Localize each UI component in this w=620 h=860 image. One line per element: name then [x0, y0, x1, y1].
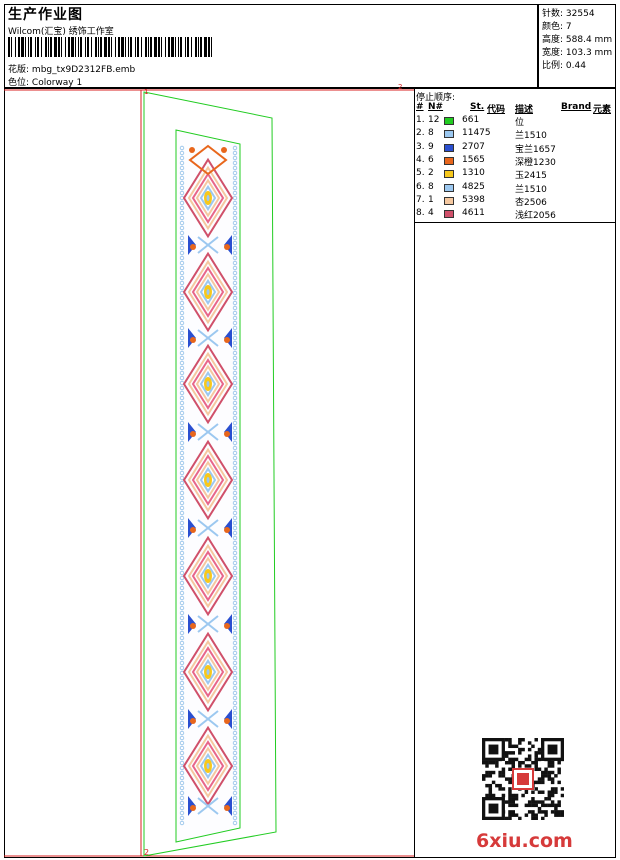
row-number: 12	[428, 115, 440, 125]
col-brand-header: Brand	[561, 102, 592, 112]
stat-colors: 颜色: 7	[542, 22, 572, 32]
stop-sequence-panel	[414, 88, 616, 858]
row-color-swatch	[444, 156, 454, 165]
row-description: 兰1510	[515, 131, 547, 142]
row-color-swatch	[444, 183, 454, 192]
design-label: 花版:	[8, 65, 30, 75]
row-stitches: 4825	[462, 181, 485, 192]
row-color-swatch	[444, 210, 454, 219]
col-stitches-header: St.	[470, 102, 485, 112]
row-description: 玉2415	[515, 171, 547, 182]
row-stitches: 5398	[462, 194, 485, 205]
embroidery-preview	[4, 89, 415, 857]
row-stitches: 11475	[462, 128, 491, 139]
subtitle: Wilcom(汇宝) 绣饰工作室	[8, 27, 114, 37]
row-description: 宝兰1657	[515, 144, 556, 155]
stat-scale: 比例: 0.44	[542, 61, 586, 71]
stat-width: 宽度: 103.3 mm	[542, 48, 613, 58]
row-stitches: 1565	[462, 154, 485, 165]
colorway-label: 色位:	[8, 78, 30, 88]
col-element-header: 元素	[593, 105, 612, 115]
col-index-header: #	[416, 102, 424, 112]
row-color-swatch	[444, 117, 454, 125]
marker-right: 2	[398, 83, 403, 91]
row-index: 5.	[416, 168, 425, 179]
row-index: 8.	[416, 208, 425, 219]
design-value: mbg_tx9D2312FB.emb	[31, 65, 136, 75]
colorway-line: 色位: Colorway 1	[8, 75, 82, 88]
row-description: 深橙1230	[515, 157, 556, 168]
marker-top: 1	[144, 88, 149, 96]
row-stitches: 661	[462, 115, 480, 125]
barcode-icon	[8, 37, 212, 57]
stats-box	[538, 4, 616, 88]
col-code-header: 代码	[487, 105, 506, 115]
row-description: 浅红2056	[515, 211, 556, 222]
row-number: 8	[428, 181, 434, 192]
row-color-swatch	[444, 196, 454, 205]
row-index: 4.	[416, 154, 425, 165]
stop-sequence-title: 停止顺序:	[416, 93, 456, 103]
colorway-value: Colorway 1	[31, 78, 83, 88]
qr-code-icon	[482, 738, 564, 820]
row-number: 6	[428, 154, 434, 165]
stat-height: 高度: 588.4 mm	[542, 35, 613, 45]
row-stitches: 1310	[462, 168, 485, 179]
panel-divider	[414, 222, 616, 223]
page-title: 生产作业图	[8, 7, 83, 23]
row-number: 2	[428, 168, 434, 179]
site-logo: 6xiu.com	[476, 830, 573, 852]
row-description: 兰1510	[515, 184, 547, 195]
row-description: 杏2506	[515, 197, 547, 208]
row-color-swatch	[444, 170, 454, 179]
stat-stitches: 针数: 32554	[542, 9, 595, 19]
row-index: 3.	[416, 141, 425, 152]
row-index: 6.	[416, 181, 425, 192]
row-index: 2.	[416, 128, 425, 139]
row-color-swatch	[444, 143, 454, 152]
row-number: 8	[428, 128, 434, 139]
row-number: 1	[428, 194, 434, 205]
row-stitches: 2707	[462, 141, 485, 152]
marker-bottom: 2	[144, 848, 150, 857]
row-stitches: 4611	[462, 208, 485, 219]
row-description: 位	[515, 118, 525, 128]
row-index: 1.	[416, 115, 425, 125]
row-number: 4	[428, 208, 434, 219]
col-description-header: 描述	[515, 105, 534, 115]
row-index: 7.	[416, 194, 425, 205]
design-line: 花版: mbg_tx9D2312FB.emb	[8, 62, 135, 75]
header-box	[4, 4, 538, 88]
row-number: 9	[428, 141, 434, 152]
col-number-header: N#	[428, 102, 444, 112]
row-color-swatch	[444, 130, 454, 139]
